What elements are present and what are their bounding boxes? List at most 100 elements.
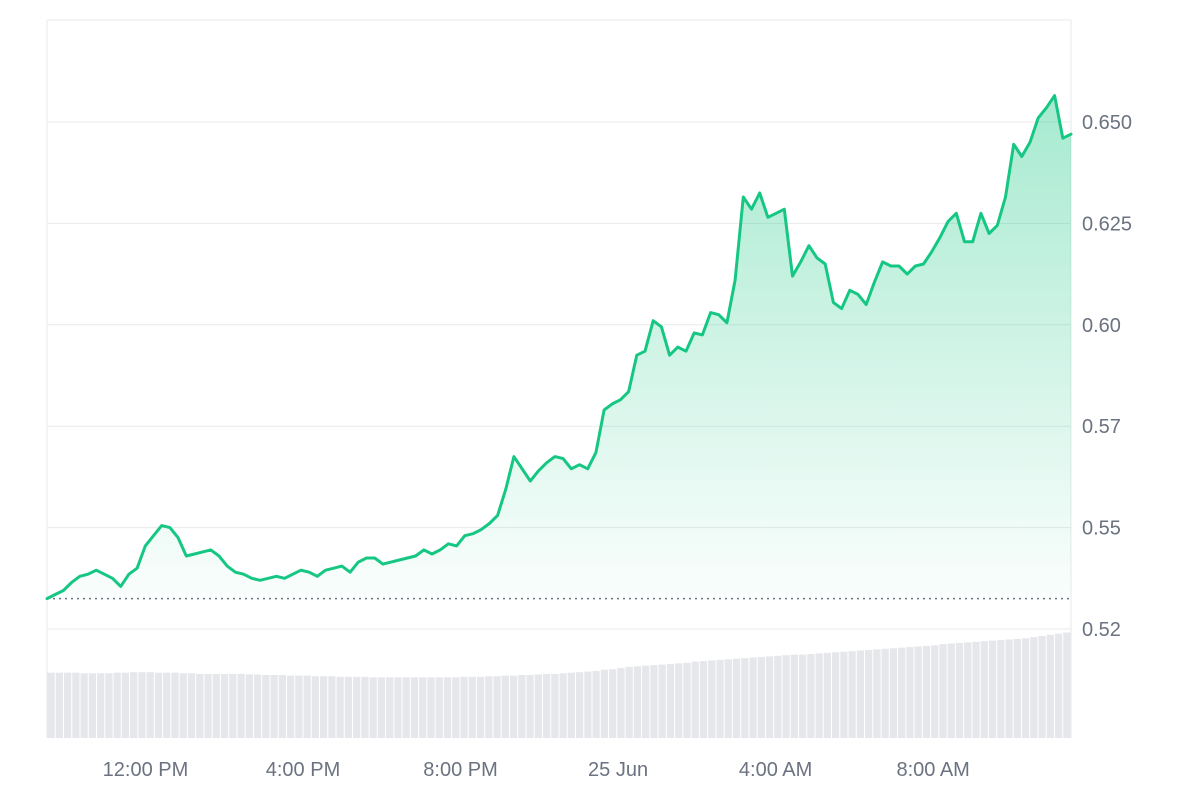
volume-bar (452, 677, 460, 738)
volume-bar (931, 645, 939, 738)
volume-bar (419, 677, 427, 738)
volume-bar (105, 673, 113, 738)
volume-bar (509, 675, 518, 738)
volume-bar (526, 675, 534, 738)
volume-bar (914, 646, 922, 738)
volume-bar (749, 657, 757, 738)
volume-bar (229, 673, 237, 738)
volume-bar (55, 672, 64, 738)
volume-bar (88, 673, 97, 738)
volume-bar (856, 650, 865, 738)
volume-bar (691, 661, 699, 738)
volume-bar (980, 641, 988, 738)
volume-bar (262, 675, 270, 738)
volume-bar (311, 676, 320, 738)
volume-bar (898, 647, 906, 738)
volume-bar (567, 672, 576, 738)
volume-bar (410, 677, 419, 738)
volume-bar (955, 642, 964, 738)
y-tick-label: 0.650 (1082, 112, 1132, 134)
volume-bar (295, 675, 303, 738)
volume-bar (278, 675, 286, 738)
volume-bar (1005, 639, 1013, 738)
volume-bar (708, 660, 716, 738)
volume-bar (881, 648, 889, 738)
volume-bar (997, 640, 1005, 738)
volume-bar (163, 672, 171, 738)
volume-bar (212, 673, 220, 738)
volume-bar (47, 672, 55, 738)
volume-bar (493, 676, 501, 738)
volume-bar (964, 642, 972, 738)
volume-bar (551, 673, 559, 738)
volume-bar (939, 644, 947, 738)
volume-bar (765, 656, 774, 738)
volume-bar (328, 676, 336, 738)
volume-bar (633, 666, 642, 738)
volume-bar (171, 672, 179, 738)
volume-bar (823, 652, 832, 738)
volume-bar (922, 645, 931, 738)
x-tick-label: 4:00 PM (266, 759, 340, 781)
volume-bar (600, 669, 609, 738)
volume-bar (840, 651, 848, 738)
volume-bar (485, 676, 493, 738)
volume-bar (64, 672, 72, 738)
volume-bar (675, 663, 683, 738)
x-tick-label: 8:00 PM (423, 759, 497, 781)
volume-bar (196, 673, 204, 738)
volume-bar (72, 672, 80, 738)
volume-bar (476, 676, 485, 738)
volume-bar (518, 675, 526, 738)
volume-bar (988, 640, 997, 738)
y-gridlines (47, 121, 1071, 630)
volume-bar (782, 655, 790, 738)
volume-bar (377, 677, 386, 738)
volume-bar (732, 658, 741, 738)
y-tick-label: 0.60 (1082, 315, 1121, 337)
volume-bar (220, 673, 229, 738)
volume-bar (774, 655, 782, 738)
volume-bar (609, 669, 617, 738)
volume-bar (460, 676, 468, 738)
volume-bars (47, 632, 1071, 738)
volume-bar (253, 674, 262, 738)
volume-bar (130, 672, 138, 738)
volume-bar (658, 664, 666, 738)
price-series-line[interactable] (45, 94, 1073, 601)
x-tick-label: 12:00 PM (103, 759, 189, 781)
volume-bar (1046, 634, 1054, 738)
volume-bar (642, 665, 650, 738)
volume-bar (906, 647, 914, 738)
volume-bar (402, 677, 410, 738)
volume-bar (336, 676, 344, 738)
volume-bar (394, 677, 402, 738)
volume-bar (666, 663, 675, 738)
volume-bar (344, 676, 353, 738)
y-tick-label: 0.625 (1082, 213, 1132, 235)
price-area (47, 95, 1071, 599)
volume-bar (832, 652, 840, 738)
volume-bar (757, 656, 765, 738)
price-line[interactable] (45, 94, 1073, 601)
volume-bar (848, 651, 856, 738)
volume-bar (138, 672, 146, 738)
volume-bar (1054, 633, 1063, 738)
volume-bar (286, 675, 295, 738)
y-tick-label: 0.52 (1082, 619, 1121, 641)
volume-bar (435, 677, 443, 738)
volume-bar (947, 643, 955, 738)
x-axis-tick-labels: 12:00 PM 4:00 PM 8:00 PM 25 Jun 4:00 AM 8:00 … (103, 759, 970, 781)
volume-bar (113, 672, 121, 738)
volume-bar (121, 672, 130, 738)
volume-bar (501, 675, 509, 738)
volume-bar (369, 677, 377, 738)
volume-bar (650, 665, 658, 738)
volume-bar (1021, 638, 1030, 738)
volume-bar (204, 673, 212, 738)
volume-bar (617, 668, 625, 738)
volume-bar (716, 659, 724, 738)
volume-bar (889, 648, 898, 738)
